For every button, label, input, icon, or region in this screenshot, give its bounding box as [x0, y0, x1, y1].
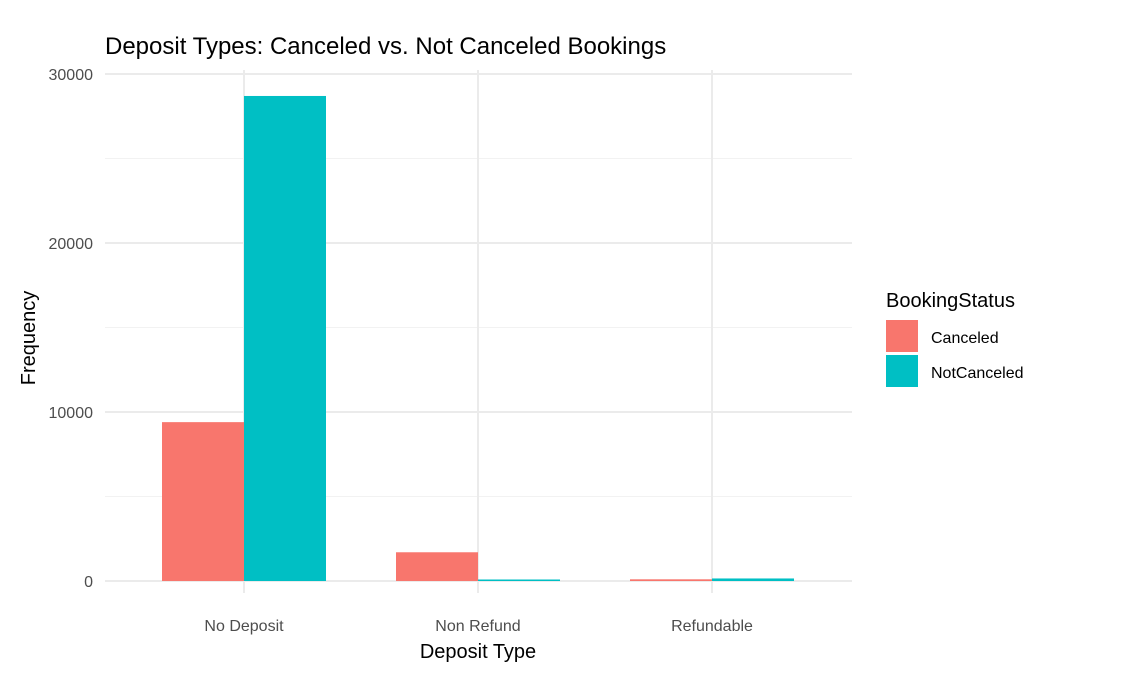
bar-notcanceled-no-deposit [244, 95, 326, 581]
legend-label-canceled: Canceled [931, 330, 999, 347]
legend: BookingStatus Canceled NotCanceled [886, 290, 1024, 387]
legend-key-notcanceled [886, 355, 918, 387]
y-axis-ticks: 0 10000 20000 30000 [49, 67, 94, 591]
legend-key-canceled [886, 320, 918, 352]
legend-title: BookingStatus [886, 290, 1015, 312]
x-axis-ticks: No Deposit Non Refund Refundable [204, 618, 753, 635]
y-axis-title: Frequency [18, 291, 40, 386]
bar-canceled-non-refund [396, 552, 478, 581]
bar-canceled-refundable [630, 579, 712, 581]
chart-title: Deposit Types: Canceled vs. Not Canceled… [105, 33, 666, 60]
x-tick-label: Refundable [671, 618, 753, 635]
x-axis-title: Deposit Type [420, 641, 536, 663]
legend-label-notcanceled: NotCanceled [931, 365, 1024, 382]
x-tick-label: Non Refund [435, 618, 520, 635]
legend-items: Canceled NotCanceled [886, 320, 1024, 387]
bar-notcanceled-non-refund [478, 579, 560, 581]
y-tick-label: 20000 [49, 236, 94, 253]
bar-notcanceled-refundable [712, 578, 794, 581]
y-tick-label: 30000 [49, 67, 94, 84]
y-tick-label: 10000 [49, 405, 94, 422]
y-tick-label: 0 [84, 574, 93, 591]
bars [162, 95, 794, 581]
bar-canceled-no-deposit [162, 422, 244, 581]
x-tick-label: No Deposit [204, 618, 284, 635]
